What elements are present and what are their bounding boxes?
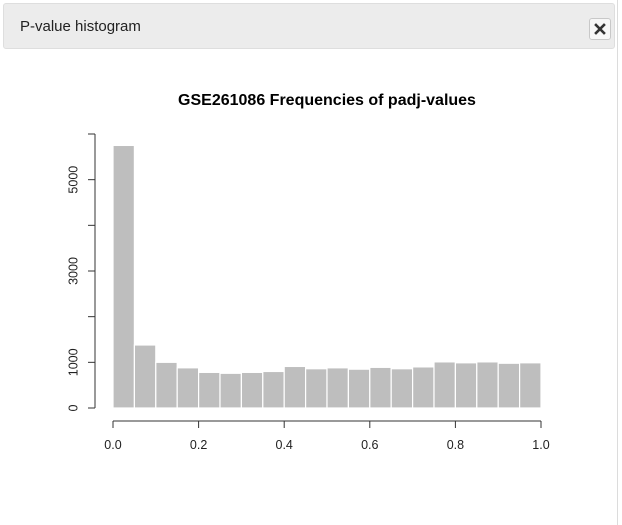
panel-title: P-value histogram: [20, 18, 141, 35]
x-tick-label: 0.0: [104, 438, 121, 452]
chart-title: GSE261086 Frequencies of padj-values: [178, 92, 476, 109]
y-axis: 0 1000 3000 5000: [66, 133, 96, 411]
histogram-bar: [176, 367, 200, 409]
bars-group: [112, 144, 542, 409]
histogram-bar: [497, 362, 521, 409]
x-tick-label: 0.6: [361, 438, 378, 452]
histogram-bar: [283, 365, 307, 409]
histogram-bar: [198, 371, 221, 409]
histogram-bar: [112, 144, 135, 409]
histogram-bar: [219, 372, 242, 409]
histogram-bar: [326, 367, 349, 409]
y-tick-label: 5000: [66, 166, 80, 194]
x-axis: 0.0 0.2 0.4 0.6 0.8 1.0: [104, 420, 550, 452]
close-icon: [594, 23, 606, 35]
histogram-bar: [454, 362, 478, 409]
histogram-bar: [518, 362, 542, 409]
x-tick-label: 0.8: [447, 438, 464, 452]
histogram-bar: [155, 361, 178, 409]
histogram-bar: [390, 368, 414, 409]
histogram-bar: [133, 344, 157, 409]
x-tick-label: 0.4: [276, 438, 293, 452]
histogram-chart: GSE261086 Frequencies of padj-values 0 10…: [66, 92, 550, 452]
histogram-bar: [262, 370, 285, 409]
histogram-bar: [412, 366, 435, 409]
histogram-bar: [369, 366, 392, 409]
panel-header: P-value histogram: [3, 3, 615, 49]
histogram-bar: [476, 361, 499, 409]
histogram-bar: [433, 361, 456, 409]
histogram-bar: [347, 368, 371, 409]
y-tick-label: 1000: [66, 348, 80, 376]
histogram-bar: [305, 368, 328, 409]
x-tick-label: 0.2: [190, 438, 207, 452]
y-tick-label: 3000: [66, 257, 80, 285]
histogram-bar: [240, 371, 264, 409]
close-button[interactable]: [589, 18, 611, 40]
y-tick-label: 0: [66, 404, 80, 411]
x-tick-label: 1.0: [532, 438, 549, 452]
